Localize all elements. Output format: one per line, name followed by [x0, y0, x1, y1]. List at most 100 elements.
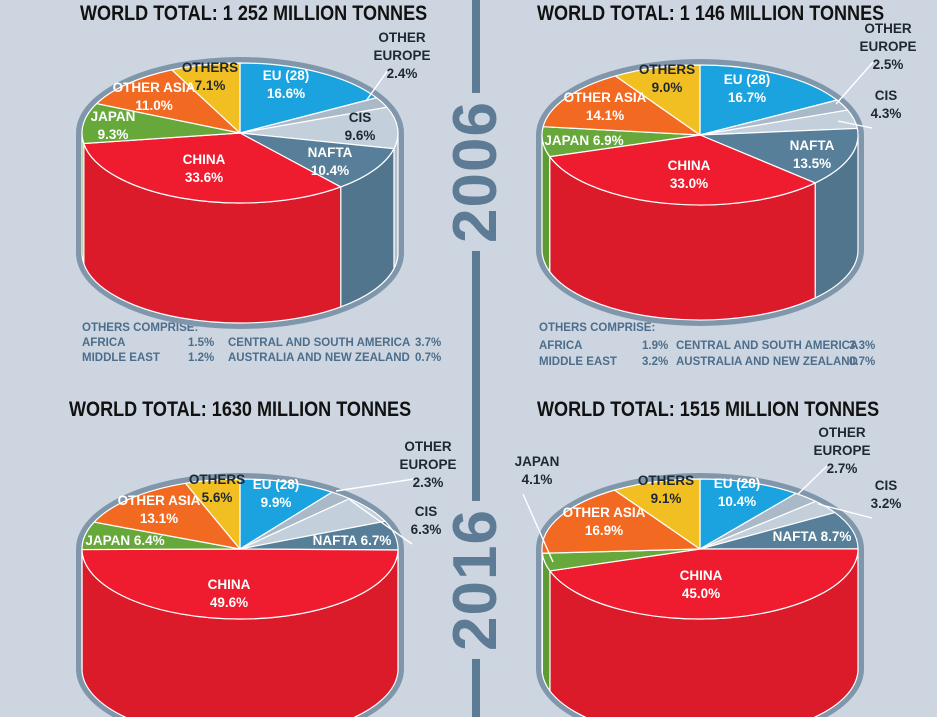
pie-side-cis — [393, 132, 399, 269]
note-cell: AFRICA — [539, 340, 583, 352]
slice-value-others: 7.1% — [195, 78, 226, 93]
pie-slice-japan — [81, 102, 241, 145]
note-cell: 1.2% — [188, 352, 215, 364]
slice-label-other-asia: OTHER ASIA — [118, 493, 201, 508]
slice-value-china: 45.0% — [682, 586, 720, 601]
chart-title-bottom-left: WORLD TOTAL: 1630 MILLION TONNES — [69, 398, 412, 421]
pie-slice-eu-28- — [699, 478, 797, 550]
pie-chart-3: EU (28) 9.9% OTHER EUROPE 2.3% CIS 6.3% NAFTA 6… — [76, 439, 457, 717]
slice-label-china: CHINA — [208, 577, 251, 592]
note-cell: CENTRAL AND SOUTH AMERICA — [228, 337, 411, 349]
slice-label-other-europe: OTHER — [818, 425, 866, 440]
pie-slice-eu-28- — [699, 64, 838, 136]
pie-slice-china — [549, 548, 859, 620]
slice-label-china: CHINA — [668, 158, 711, 173]
slice-value-others: 9.1% — [651, 491, 682, 506]
slice-label-nafta: NAFTA — [308, 145, 353, 160]
slice-value-other-asia: 14.1% — [586, 108, 624, 123]
slice-value-cis: 9.6% — [345, 128, 376, 143]
slice-label-cis: CIS — [415, 504, 438, 519]
slice-value-cis: 4.3% — [871, 106, 902, 121]
slice-label-nafta: NAFTA 8.7% — [773, 529, 852, 544]
slice-label-cis: CIS — [875, 88, 898, 103]
note-cell: 1.5% — [188, 337, 215, 349]
slice-value-china: 33.0% — [670, 176, 708, 191]
slice-value-cis: 3.2% — [871, 496, 902, 511]
leader-line-japan — [522, 493, 554, 563]
slice-value-eu-28-: 9.9% — [261, 495, 292, 510]
pie-slice-others — [614, 64, 701, 136]
slice-label-japan: JAPAN 6.9% — [544, 133, 623, 148]
pie-slice-other-asia — [93, 482, 241, 550]
note-cell: 3.7% — [415, 337, 442, 349]
pie-chart-2: EU (28) 16.7% OTHER EUROPE 2.5% CIS 4.3% NAFTA 1… — [536, 21, 917, 326]
slice-label-eu-28-: EU (28) — [714, 476, 761, 491]
note-heading: OTHERS COMPRISE: — [82, 322, 199, 334]
slice-label-others: OTHERS — [639, 62, 695, 77]
slice-value-cis: 6.3% — [411, 522, 442, 537]
slice-value-eu-28-: 16.7% — [728, 90, 766, 105]
slice-value-others: 9.0% — [652, 80, 683, 95]
slice-label-china: CHINA — [183, 152, 226, 167]
chart-title-top-left: WORLD TOTAL: 1 252 MILLION TONNES — [80, 2, 428, 25]
slice-value-eu-28-: 10.4% — [718, 494, 756, 509]
slice-label-other-europe: EUROPE — [399, 457, 456, 472]
pie-slice-others — [184, 478, 241, 550]
slice-label-other-europe: OTHER — [864, 21, 912, 36]
slice-value-japan: 4.1% — [522, 472, 553, 487]
slice-value-other-europe: 2.5% — [873, 57, 904, 72]
note-cell: 3.2% — [642, 356, 669, 368]
slice-label-japan: JAPAN — [91, 109, 136, 124]
note-cell: MIDDLE EAST — [539, 356, 617, 368]
pie-slice-others — [613, 478, 701, 550]
slice-label-others: OTHERS — [638, 473, 694, 488]
leader-line-cis — [837, 120, 873, 129]
slice-value-other-europe: 2.7% — [827, 461, 858, 476]
chart-title-bottom-right: WORLD TOTAL: 1515 MILLION TONNES — [537, 398, 880, 421]
slice-value-other-asia: 16.9% — [585, 523, 623, 538]
slice-label-other-asia: OTHER ASIA — [113, 80, 196, 95]
pie-slice-other-asia — [96, 69, 241, 134]
slice-label-china: CHINA — [680, 568, 723, 583]
slice-value-japan: 9.3% — [98, 127, 129, 142]
pie-slice-other-asia — [541, 489, 701, 554]
leader-line-cis — [349, 499, 413, 545]
pie-slice-china — [83, 132, 342, 204]
leader-line-other-europe — [797, 464, 829, 495]
pie-slice-eu-28- — [239, 478, 333, 550]
note-cell: AUSTRALIA AND NEW ZEALAND — [676, 356, 858, 368]
slice-value-eu-28-: 16.6% — [267, 86, 305, 101]
slice-value-nafta: 13.5% — [793, 156, 831, 171]
pie-side-japan — [541, 553, 551, 693]
slice-label-cis: CIS — [875, 478, 898, 493]
slice-label-other-europe: OTHER — [404, 439, 452, 454]
pie-chart-1: EU (28) 16.6% OTHER EUROPE 2.4% CIS 9.6% NAFTA 1… — [76, 30, 431, 329]
slice-value-china: 33.6% — [185, 170, 223, 185]
pie-slice-nafta — [699, 127, 859, 184]
pie-slice-cis — [239, 106, 399, 150]
slice-value-others: 5.6% — [202, 490, 233, 505]
slice-label-other-asia: OTHER ASIA — [563, 505, 646, 520]
slice-value-china: 49.6% — [210, 595, 248, 610]
pie-slice-china — [81, 548, 399, 620]
slice-label-nafta: NAFTA 6.7% — [313, 533, 392, 548]
slice-label-others: OTHERS — [189, 472, 245, 487]
pie-slice-nafta — [239, 132, 395, 188]
note-cell: 0.7% — [415, 352, 442, 364]
pie-slice-others — [171, 62, 241, 134]
slice-label-other-asia: OTHER ASIA — [564, 90, 647, 105]
slice-label-nafta: NAFTA — [790, 138, 835, 153]
note-cell: 3.3% — [849, 340, 876, 352]
note-cell: CENTRAL AND SOUTH AMERICA — [676, 340, 859, 352]
slice-label-eu-28-: EU (28) — [253, 477, 300, 492]
pie-side-japan — [81, 132, 85, 264]
leader-line-other-europe — [365, 69, 389, 102]
others-comprise-note-left: OTHERS COMPRISE: AFRICA 1.5% CENTRAL AND… — [82, 322, 462, 372]
slice-value-nafta: 10.4% — [311, 163, 349, 178]
slice-label-other-europe: OTHER — [378, 30, 426, 45]
pie-slice-eu-28- — [239, 62, 378, 134]
year-divider-line-top — [472, 0, 480, 717]
slice-label-others: OTHERS — [182, 60, 238, 75]
others-comprise-note-right: OTHERS COMPRISE: AFRICA 1.9% CENTRAL AND… — [539, 322, 919, 372]
